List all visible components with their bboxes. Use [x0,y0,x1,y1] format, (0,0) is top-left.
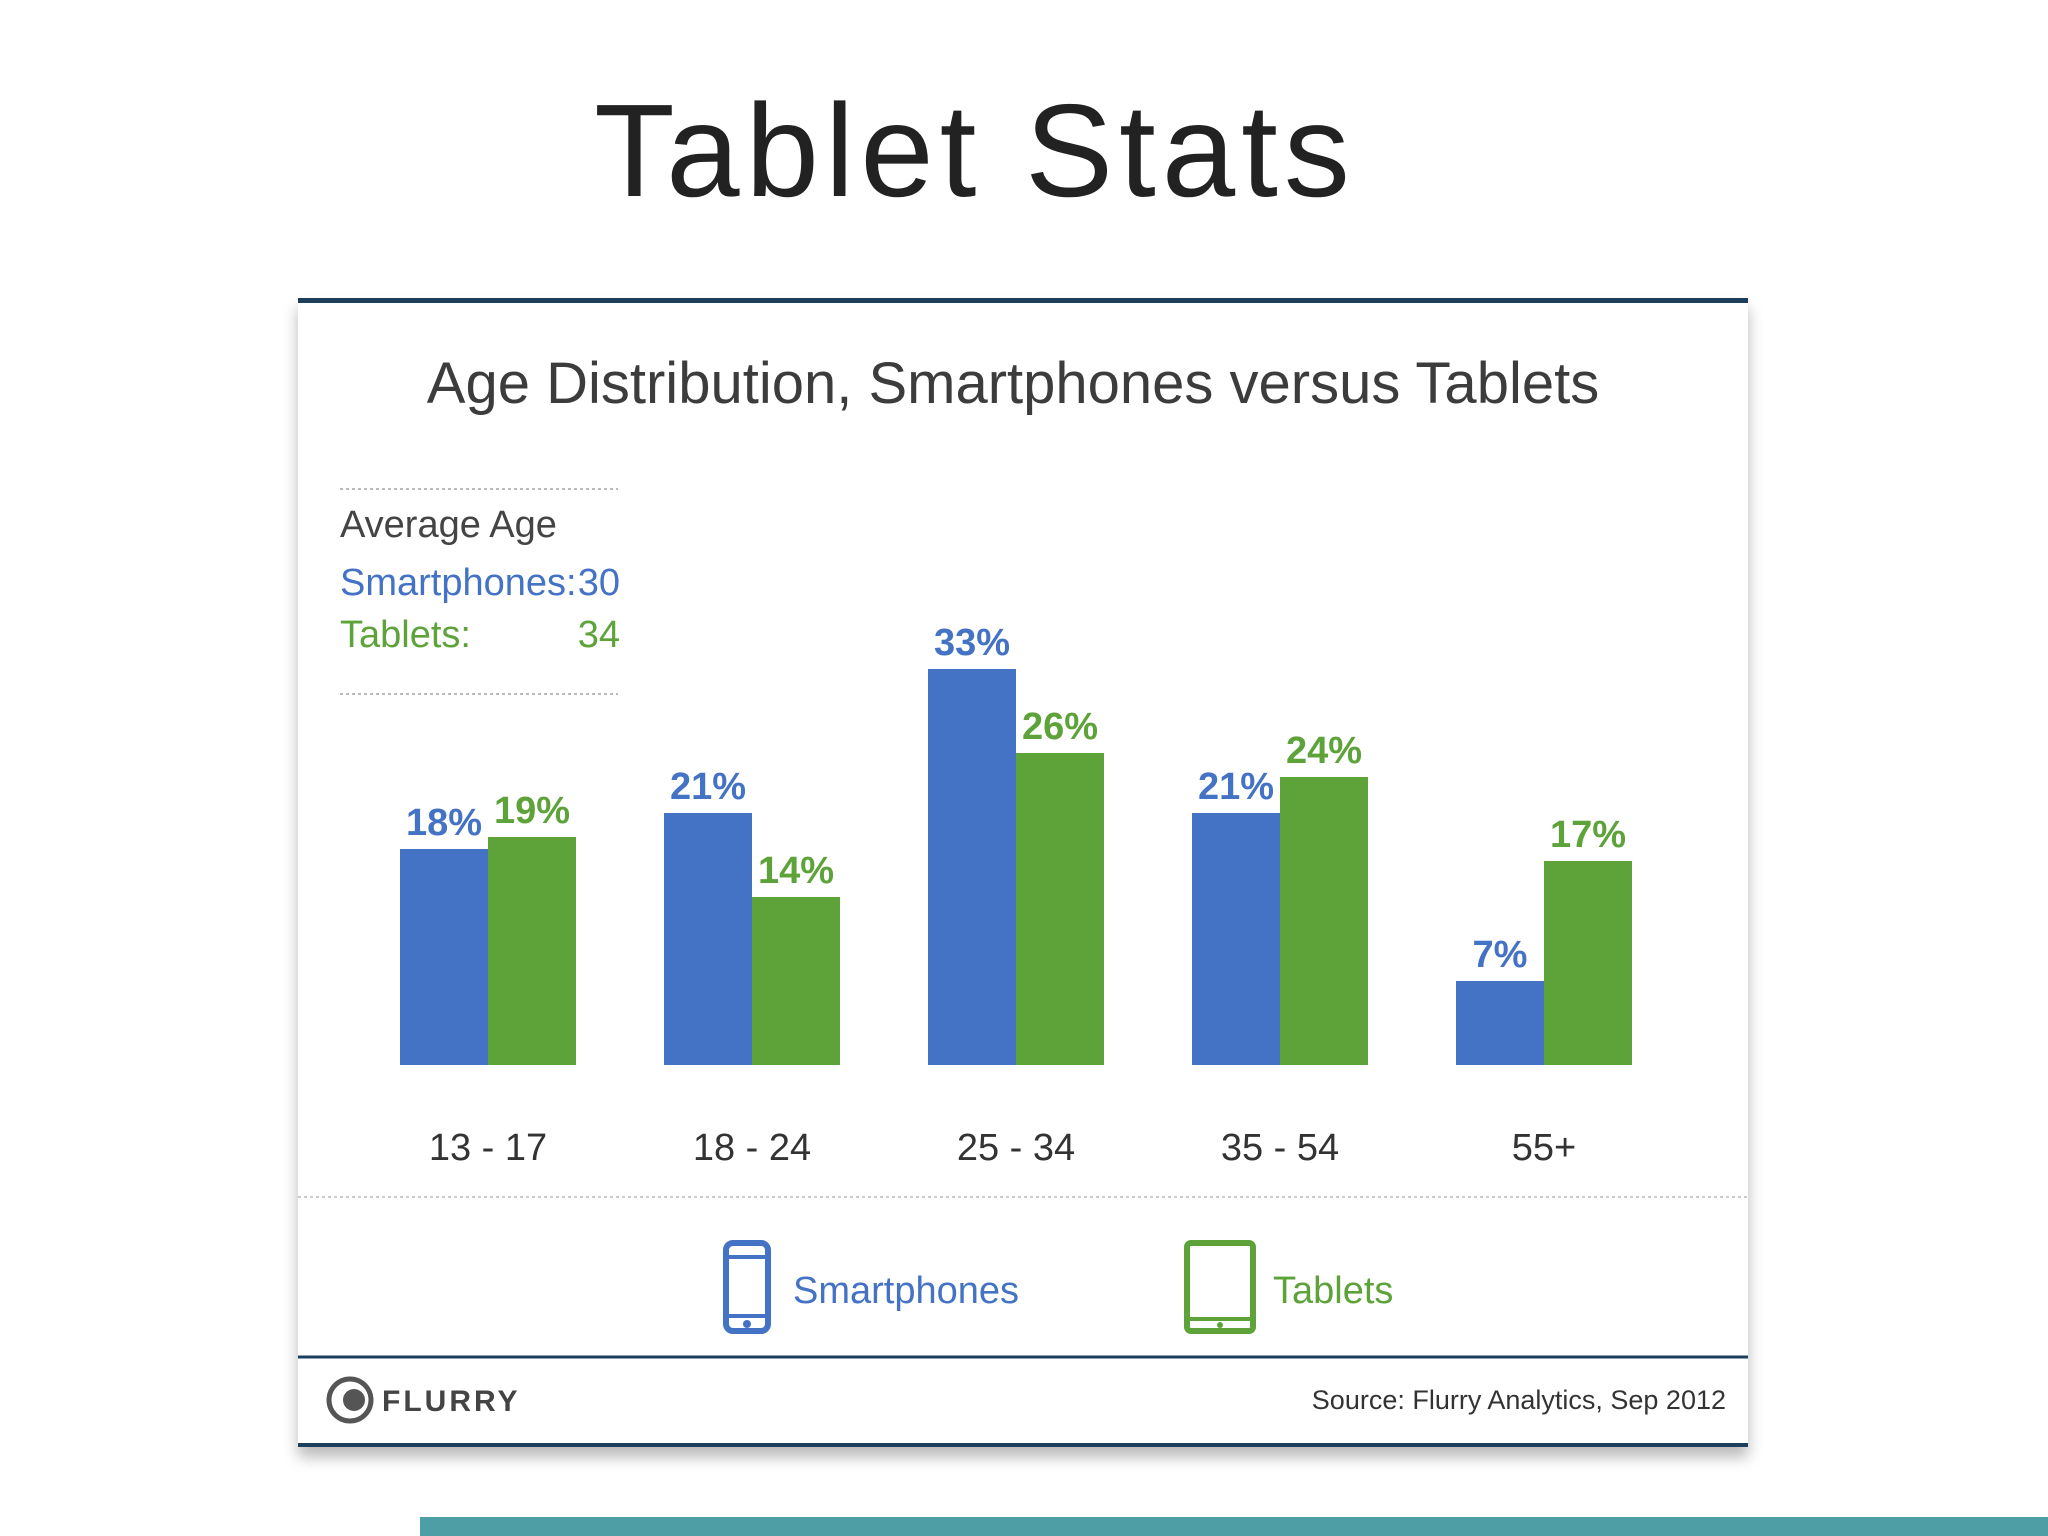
bar-smartphones-4 [1456,981,1544,1065]
source-text: Source: Flurry Analytics, Sep 2012 [1312,1385,1726,1415]
bar-label-tablets-1: 14% [758,850,834,892]
average-age-box: Average Age Smartphones: 30 Tablets: 34 [340,488,620,695]
chart-svg: Age Distribution, Smartphones versus Tab… [298,351,1748,1424]
bar-label-tablets-3: 24% [1286,730,1362,772]
bar-label-tablets-2: 26% [1022,706,1098,748]
average-age-smartphones-label: Smartphones: [340,562,577,604]
legend-tablets-label: Tablets [1273,1270,1393,1312]
bar-smartphones-1 [664,813,752,1065]
category-label-0: 13 - 17 [429,1127,547,1169]
legend-smartphones-label: Smartphones [793,1270,1019,1312]
bar-label-smartphones-2: 33% [934,622,1010,664]
accent-bar [420,1517,2048,1536]
category-label-4: 55+ [1512,1127,1576,1169]
bar-label-smartphones-1: 21% [670,766,746,808]
smartphone-icon [723,1240,771,1334]
bar-tablets-2 [1016,753,1104,1065]
tablet-icon [1184,1240,1256,1334]
category-label-2: 25 - 34 [957,1127,1075,1169]
average-age-tablets-value: 34 [578,614,620,656]
slide-title: Tablet Stats [594,77,1356,224]
average-age-heading: Average Age [340,504,557,546]
category-label-3: 35 - 54 [1221,1127,1339,1169]
bar-label-tablets-0: 19% [494,790,570,832]
bars-group: 18% 19% 13 - 17 21% 14% 18 - 24 33% 26% 25 - 34 2… [400,622,1632,1169]
bar-label-tablets-4: 17% [1550,814,1626,856]
chart-title: Age Distribution, Smartphones versus Tab… [427,351,1599,416]
average-age-smartphones-value: 30 [578,562,620,604]
category-label-1: 18 - 24 [693,1127,811,1169]
bar-tablets-1 [752,897,840,1065]
legend: Smartphones Tablets [723,1240,1393,1334]
bar-label-smartphones-4: 7% [1473,934,1528,976]
average-age-tablets-label: Tablets: [340,614,471,656]
flurry-logo-text: FLURRY [382,1385,521,1418]
bar-tablets-0 [488,837,576,1065]
bar-smartphones-3 [1192,813,1280,1065]
bar-smartphones-0 [400,849,488,1065]
bar-smartphones-2 [928,669,1016,1065]
chart-card: Age Distribution, Smartphones versus Tab… [298,298,1748,1447]
bar-label-smartphones-3: 21% [1198,766,1274,808]
bar-tablets-4 [1544,861,1632,1065]
bar-label-smartphones-0: 18% [406,802,482,844]
flurry-logo-icon [326,1376,374,1424]
bar-tablets-3 [1280,777,1368,1065]
